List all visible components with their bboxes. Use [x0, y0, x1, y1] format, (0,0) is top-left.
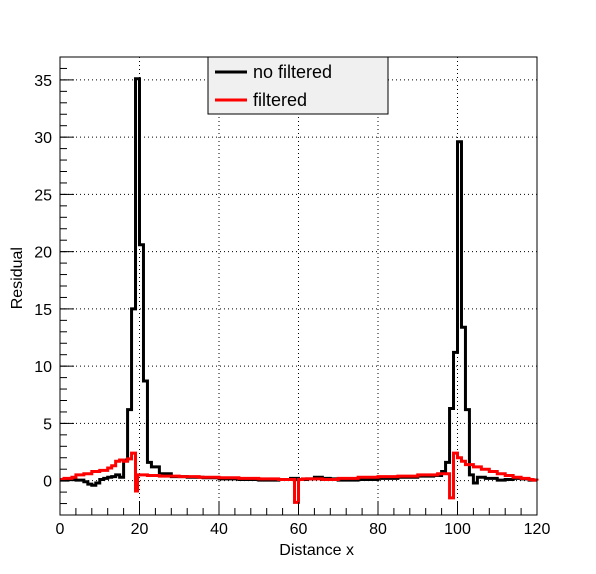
x-tick-label: 60: [290, 521, 308, 538]
x-tick-label: 120: [524, 521, 551, 538]
y-tick-label: 30: [34, 130, 52, 147]
axis-ticks: [59, 56, 538, 516]
x-tick-label: 0: [56, 521, 65, 538]
y-tick-label: 35: [34, 73, 52, 90]
series-layer: [60, 77, 539, 504]
legend-box: [207, 56, 389, 115]
legend-label-filtered: filtered: [253, 90, 307, 110]
x-axis-title: Distance x: [279, 542, 354, 559]
y-tick-label: 25: [34, 187, 52, 204]
x-tick-label: 80: [369, 521, 387, 538]
legend: no filtered filtered: [207, 56, 389, 115]
series-filtered-line: [60, 451, 539, 504]
y-tick-label: 0: [43, 474, 52, 491]
grid: [59, 57, 538, 515]
legend-label-no-filtered: no filtered: [253, 62, 332, 82]
x-tick-label: 100: [444, 521, 471, 538]
x-tick-label: 40: [210, 521, 228, 538]
y-tick-label: 20: [34, 245, 52, 262]
tick-labels: 0 20 40 60 80 100 120 0 5 10 15 20 25 30 35: [34, 73, 550, 538]
y-tick-label: 15: [34, 302, 52, 319]
x-tick-label: 20: [131, 521, 149, 538]
y-tick-label: 10: [34, 359, 52, 376]
y-axis-title: Residual: [9, 247, 26, 309]
y-tick-label: 5: [43, 416, 52, 433]
